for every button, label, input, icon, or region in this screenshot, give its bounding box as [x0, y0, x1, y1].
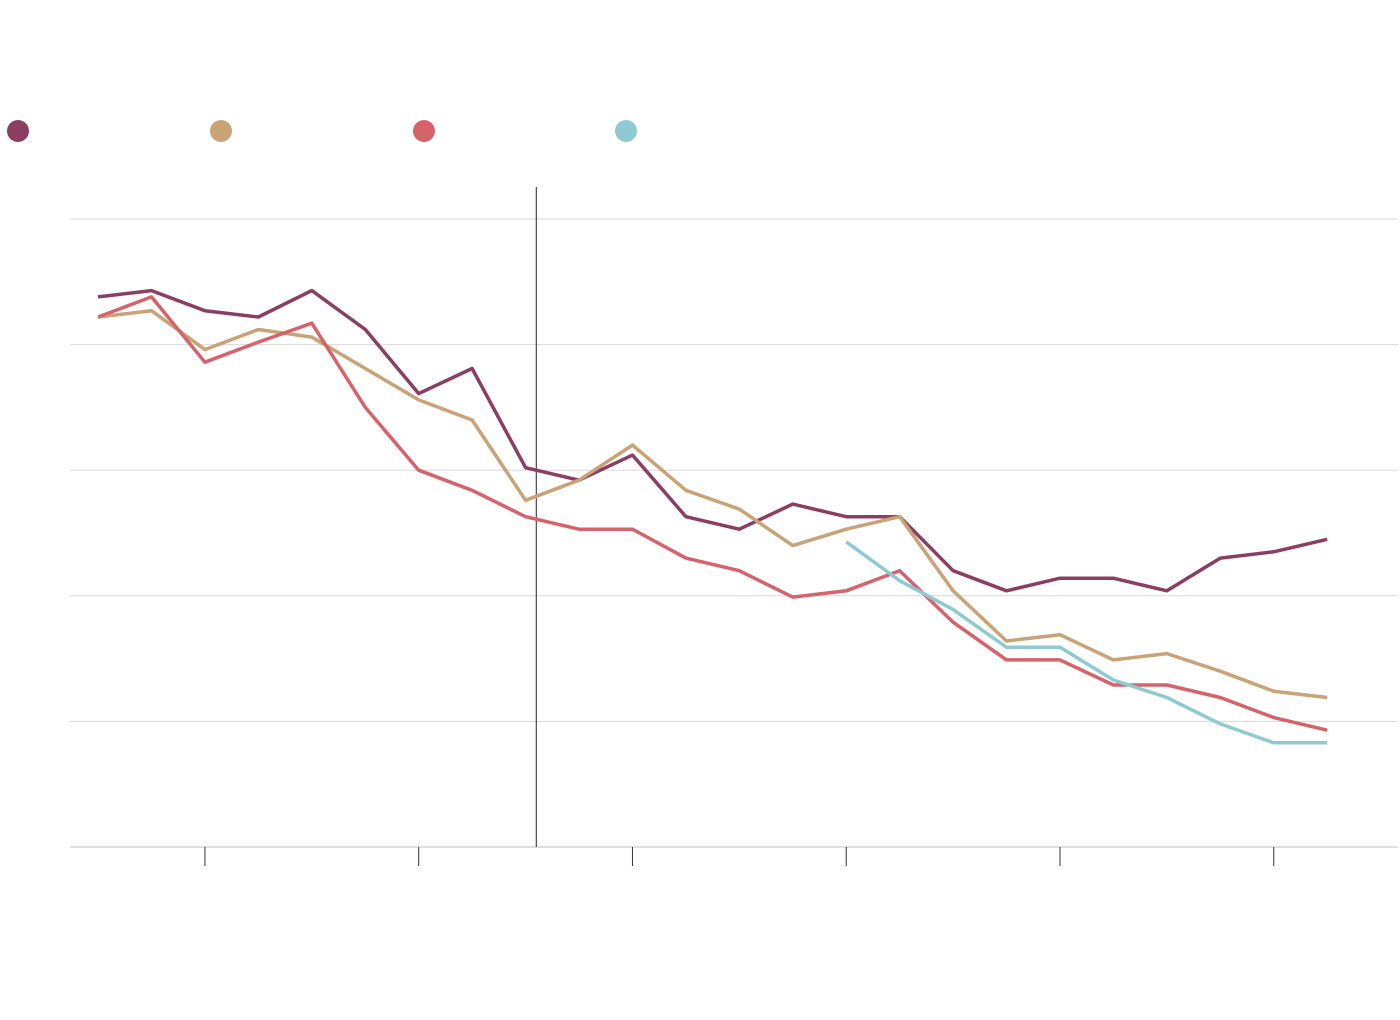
- series-line-1: [97, 288, 1328, 593]
- legend-item-series-4[interactable]: [615, 116, 645, 146]
- legend-swatch-series-1: [7, 120, 29, 142]
- series-line-3: [97, 295, 1328, 732]
- legend-item-series-2[interactable]: [210, 116, 240, 146]
- legend-swatch-series-4: [615, 120, 637, 142]
- legend-item-series-3[interactable]: [413, 116, 443, 146]
- legend-swatch-series-3: [413, 120, 435, 142]
- series-line-2: [97, 308, 1328, 700]
- legend-item-series-1[interactable]: [7, 116, 37, 146]
- series-line-4: [845, 540, 1328, 745]
- legend-swatch-series-2: [210, 120, 232, 142]
- chart-legend: [0, 116, 900, 146]
